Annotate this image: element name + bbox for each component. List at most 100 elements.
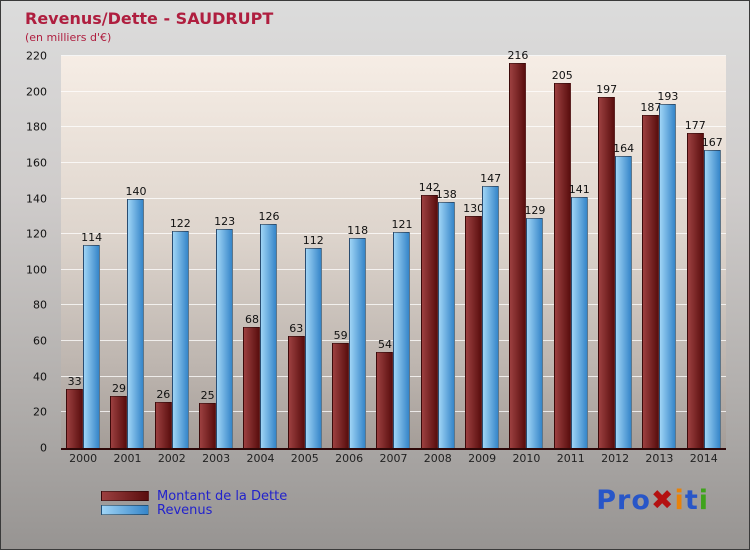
bar-revenus-2008: 138	[436, 188, 457, 448]
logo-letter: i	[698, 485, 709, 516]
bar-value-label: 126	[258, 209, 280, 223]
bar-revenus-2011: 141	[569, 183, 590, 448]
bar-value-label: 205	[551, 68, 573, 82]
bar-value-label: 197	[596, 82, 618, 96]
y-axis-label: 20	[33, 405, 47, 419]
bar-revenus-2013: 193	[657, 90, 678, 448]
bar-value-label: 140	[125, 184, 147, 198]
x-axis-label-2014: 2014	[689, 452, 718, 465]
x-axis-label-2003: 2003	[202, 452, 231, 465]
bar-revenus-2004: 126	[258, 210, 279, 448]
legend-row-dette: Montant de la Dette	[101, 488, 288, 504]
bar-value-label: 25	[200, 389, 215, 403]
proxiti-logo[interactable]: Pro✖iti	[596, 485, 709, 516]
bar-value-label: 54	[377, 337, 392, 351]
logo-letter: P	[596, 485, 618, 516]
x-axis: 2000 2001 2002 2003 2004 2005 2006 2007 2008 2009…	[61, 452, 726, 465]
y-axis-label: 60	[33, 334, 47, 348]
x-axis-label-2013: 2013	[645, 452, 674, 465]
bar-group-2006: 59 118	[327, 56, 371, 448]
bar-value-label: 121	[391, 218, 413, 232]
bar-value-label: 138	[435, 188, 457, 202]
bar-group-2009: 130 147	[460, 56, 504, 448]
bar-revenus-2007: 121	[391, 218, 412, 448]
bar-value-label: 63	[289, 321, 304, 335]
bar-value-label: 129	[524, 204, 546, 218]
bar-revenus-2006: 118	[347, 224, 368, 448]
legend-label-revenus: Revenus	[157, 502, 213, 518]
bar-group-2001: 29 140	[105, 56, 149, 448]
gridline	[61, 161, 726, 163]
bar-value-label: 147	[480, 172, 502, 186]
bar-value-label: 187	[640, 100, 662, 114]
bar-value-label: 123	[214, 214, 236, 228]
x-axis-label-2000: 2000	[69, 452, 98, 465]
bar-group-2012: 197 164	[593, 56, 637, 448]
bar-value-label: 142	[418, 180, 440, 194]
y-axis: 0 20 40 60 80 100 120 140 160 180 200 220	[1, 50, 55, 455]
bar-revenus-2014: 167	[702, 136, 723, 448]
bar-revenus-2001: 140	[125, 185, 146, 448]
bar-dette-2005: 63	[287, 322, 305, 448]
bar-dette-2008: 142	[419, 181, 440, 448]
gridline	[61, 126, 726, 128]
bar-value-label: 29	[111, 382, 126, 396]
legend-label-dette: Montant de la Dette	[157, 488, 288, 504]
bar-dette-2007: 54	[376, 338, 394, 448]
bar-revenus-2005: 112	[303, 234, 324, 448]
bar-value-label: 141	[568, 182, 590, 196]
logo-letter: r	[617, 485, 632, 516]
bar-dette-2004: 68	[243, 313, 261, 448]
bar-group-2003: 25 123	[194, 56, 238, 448]
y-axis-label: 100	[26, 263, 47, 277]
bar-group-2014: 177 167	[682, 56, 726, 448]
bar-value-label: 118	[347, 223, 369, 237]
bar-group-2002: 26 122	[150, 56, 194, 448]
y-axis-label: 160	[26, 156, 47, 170]
x-axis-label-2001: 2001	[113, 452, 142, 465]
bar-value-label: 122	[169, 216, 191, 230]
legend-swatch-revenus	[101, 505, 149, 515]
chart-subtitle: (en milliers d'€)	[25, 31, 112, 44]
bar-revenus-2010: 129	[524, 204, 545, 448]
bar-dette-2002: 26	[154, 388, 172, 448]
y-axis-label: 220	[26, 49, 47, 63]
bar-group-2005: 63 112	[283, 56, 327, 448]
bar-group-2007: 54 121	[371, 56, 415, 448]
bar-dette-2009: 130	[463, 202, 484, 448]
bar-dette-2014: 177	[685, 119, 706, 448]
bar-dette-2013: 187	[640, 101, 661, 448]
bar-group-2004: 68 126	[238, 56, 282, 448]
y-axis-label: 180	[26, 120, 47, 134]
x-axis-label-2004: 2004	[246, 452, 275, 465]
bar-value-label: 177	[684, 118, 706, 132]
bar-value-label: 112	[302, 234, 324, 248]
bar-value-label: 164	[613, 141, 635, 155]
bar-dette-2010: 216	[507, 49, 528, 448]
x-axis-label-2005: 2005	[290, 452, 319, 465]
legend-swatch-dette	[101, 491, 149, 501]
x-axis-label-2012: 2012	[601, 452, 630, 465]
bar-dette-2006: 59	[332, 329, 350, 448]
x-axis-label-2006: 2006	[335, 452, 364, 465]
bar-group-2011: 205 141	[549, 56, 593, 448]
gridline	[61, 90, 726, 92]
bar-value-label: 26	[156, 387, 171, 401]
y-axis-label: 200	[26, 85, 47, 99]
chart-title: Revenus/Dette - SAUDRUPT	[25, 9, 274, 28]
bar-value-label: 216	[507, 49, 529, 63]
y-axis-label: 120	[26, 227, 47, 241]
x-axis-label-2008: 2008	[423, 452, 452, 465]
bar-dette-2003: 25	[199, 389, 217, 448]
bar-group-2008: 142 138	[416, 56, 460, 448]
x-axis-label-2010: 2010	[512, 452, 541, 465]
logo-letter: ✖	[650, 485, 675, 516]
logo-letter: i	[674, 485, 685, 516]
y-axis-label: 80	[33, 298, 47, 312]
bar-group-2013: 187 193	[637, 56, 681, 448]
x-axis-label-2002: 2002	[157, 452, 186, 465]
bar-groups: 33 114 29 140 26 122 25 123 68 126 63 112 59 118 54 121…	[61, 49, 726, 448]
logo-letter: t	[684, 485, 699, 516]
y-axis-label: 140	[26, 192, 47, 206]
